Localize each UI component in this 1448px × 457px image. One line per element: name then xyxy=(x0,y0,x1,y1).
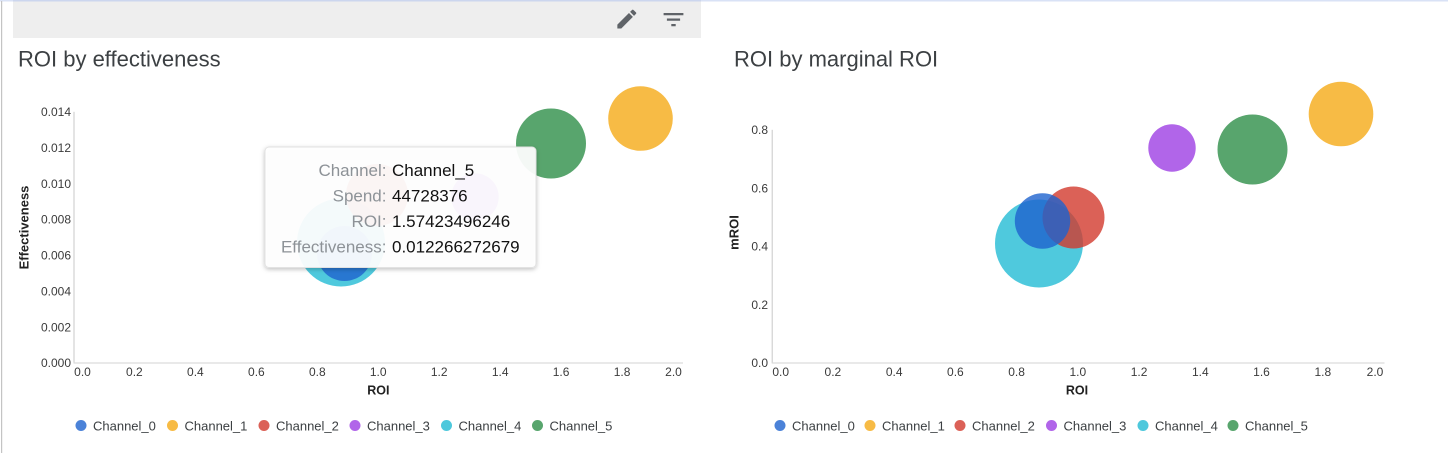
svg-text:0.2: 0.2 xyxy=(751,298,768,312)
svg-text:0.6: 0.6 xyxy=(751,181,768,195)
svg-text:Channel_3: Channel_3 xyxy=(1064,418,1127,433)
svg-text:1.4: 1.4 xyxy=(1192,365,1209,379)
svg-text:1.2: 1.2 xyxy=(431,365,448,379)
svg-text:1.2: 1.2 xyxy=(1131,365,1148,379)
svg-text:ROI by marginal ROI: ROI by marginal ROI xyxy=(734,47,938,72)
svg-text:ROI:: ROI: xyxy=(352,212,387,231)
svg-text:Channel_0: Channel_0 xyxy=(93,418,156,433)
svg-text:0.004: 0.004 xyxy=(41,284,71,298)
svg-text:0.0: 0.0 xyxy=(772,365,789,379)
svg-text:0.000: 0.000 xyxy=(41,356,71,370)
svg-text:2.0: 2.0 xyxy=(1367,365,1384,379)
svg-text:Channel_5: Channel_5 xyxy=(550,418,613,433)
svg-text:0.4: 0.4 xyxy=(187,365,204,379)
svg-text:0.2: 0.2 xyxy=(126,365,143,379)
svg-text:Effectiveness: Effectiveness xyxy=(17,186,32,270)
svg-text:0.6: 0.6 xyxy=(248,365,265,379)
svg-text:0.4: 0.4 xyxy=(751,240,768,254)
svg-text:Effectiveness:: Effectiveness: xyxy=(281,238,387,257)
svg-text:2.0: 2.0 xyxy=(665,365,682,379)
svg-text:0.012: 0.012 xyxy=(41,141,71,155)
svg-text:0.2: 0.2 xyxy=(825,365,842,379)
svg-text:0.006: 0.006 xyxy=(41,249,71,263)
svg-text:1.6: 1.6 xyxy=(1253,365,1270,379)
svg-text:44728376: 44728376 xyxy=(392,187,468,206)
svg-text:1.6: 1.6 xyxy=(553,365,570,379)
svg-text:Channel_1: Channel_1 xyxy=(185,418,248,433)
svg-text:0.010: 0.010 xyxy=(41,177,71,191)
svg-text:0.0: 0.0 xyxy=(751,356,768,370)
svg-text:1.57423496246: 1.57423496246 xyxy=(392,212,510,231)
svg-text:0.014: 0.014 xyxy=(41,105,71,119)
svg-text:Channel_5: Channel_5 xyxy=(392,161,474,180)
svg-text:0.0: 0.0 xyxy=(74,365,91,379)
svg-text:0.8: 0.8 xyxy=(751,123,768,137)
svg-text:0.4: 0.4 xyxy=(886,365,903,379)
svg-text:ROI: ROI xyxy=(367,383,389,397)
svg-text:Channel_2: Channel_2 xyxy=(972,418,1035,433)
svg-text:0.6: 0.6 xyxy=(947,365,964,379)
svg-text:1.0: 1.0 xyxy=(1069,365,1086,379)
svg-text:Channel_4: Channel_4 xyxy=(1155,418,1218,433)
svg-text:Spend:: Spend: xyxy=(333,187,387,206)
svg-text:0.012266272679: 0.012266272679 xyxy=(392,238,520,257)
svg-text:Channel:: Channel: xyxy=(318,161,386,180)
svg-text:Channel_5: Channel_5 xyxy=(1245,418,1308,433)
svg-text:0.8: 0.8 xyxy=(309,365,326,379)
svg-text:0.8: 0.8 xyxy=(1008,365,1025,379)
svg-text:Channel_3: Channel_3 xyxy=(367,418,430,433)
svg-text:0.008: 0.008 xyxy=(41,213,71,227)
svg-text:1.4: 1.4 xyxy=(492,365,509,379)
svg-text:Channel_2: Channel_2 xyxy=(276,418,339,433)
svg-text:Channel_0: Channel_0 xyxy=(792,418,855,433)
svg-text:1.0: 1.0 xyxy=(370,365,387,379)
svg-text:0.002: 0.002 xyxy=(41,320,71,334)
svg-text:ROI: ROI xyxy=(1066,383,1088,397)
svg-text:mROI: mROI xyxy=(727,215,742,250)
svg-text:1.8: 1.8 xyxy=(614,365,631,379)
svg-text:ROI by effectiveness: ROI by effectiveness xyxy=(18,47,221,72)
svg-text:Channel_1: Channel_1 xyxy=(882,418,945,433)
svg-text:Channel_4: Channel_4 xyxy=(459,418,522,433)
svg-text:1.8: 1.8 xyxy=(1314,365,1331,379)
